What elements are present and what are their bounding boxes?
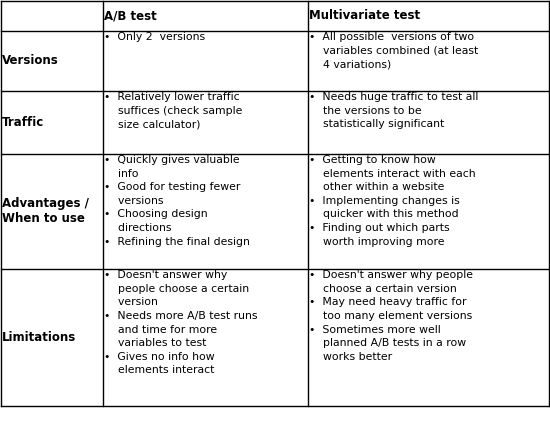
Text: •  Needs huge traffic to test all
    the versions to be
    statistically signi: • Needs huge traffic to test all the ver… [309, 92, 478, 129]
Text: A/B test: A/B test [104, 10, 156, 22]
Text: •  Doesn't answer why
    people choose a certain
    version
•  Needs more A/B : • Doesn't answer why people choose a cer… [104, 270, 257, 375]
Text: •  All possible  versions of two
    variables combined (at least
    4 variatio: • All possible versions of two variables… [309, 32, 478, 69]
Text: Versions: Versions [2, 54, 59, 67]
Text: •  Quickly gives valuable
    info
•  Good for testing fewer
    versions
•  Cho: • Quickly gives valuable info • Good for… [104, 155, 250, 246]
Text: •  Only 2  versions: • Only 2 versions [104, 32, 205, 42]
Text: •  Relatively lower traffic
    suffices (check sample
    size calculator): • Relatively lower traffic suffices (che… [104, 92, 242, 129]
Text: Limitations: Limitations [2, 331, 76, 344]
Text: •  Doesn't answer why people
    choose a certain version
•  May need heavy traf: • Doesn't answer why people choose a cer… [309, 270, 473, 362]
Text: Multivariate test: Multivariate test [309, 10, 420, 22]
Text: Advantages /
When to use: Advantages / When to use [2, 198, 89, 225]
Text: •  Getting to know how
    elements interact with each
    other within a websit: • Getting to know how elements interact … [309, 155, 476, 246]
Text: Traffic: Traffic [2, 116, 45, 129]
